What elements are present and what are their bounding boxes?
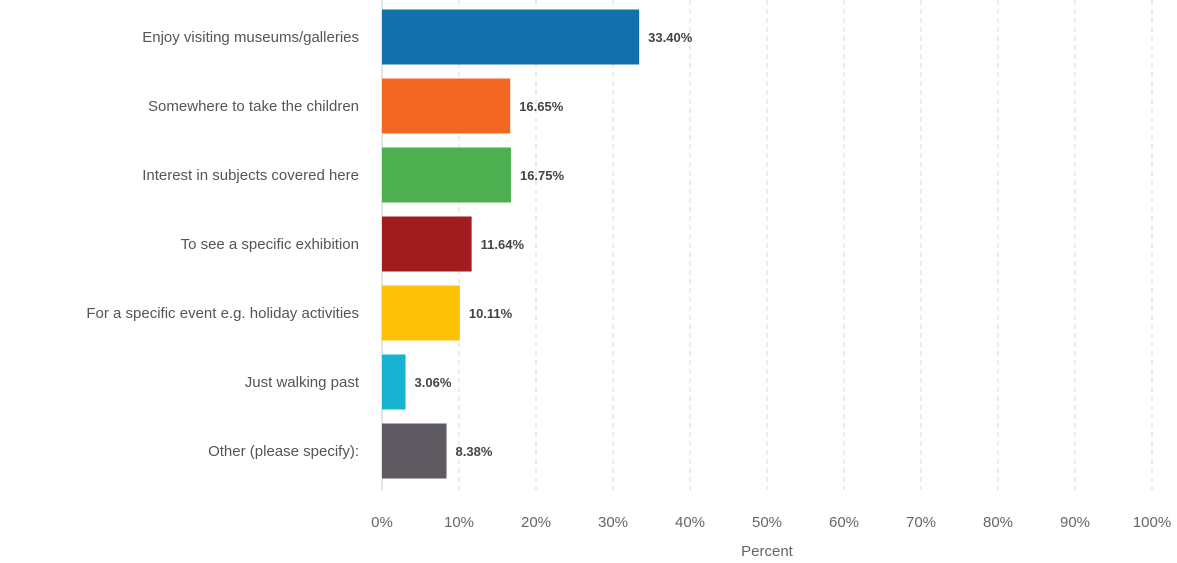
x-tick-label: 0% bbox=[371, 514, 393, 531]
category-label: Enjoy visiting museums/galleries bbox=[142, 29, 359, 46]
bar[interactable] bbox=[382, 216, 472, 272]
bar[interactable] bbox=[382, 423, 447, 479]
category-label: Just walking past bbox=[245, 374, 360, 391]
data-label: 3.06% bbox=[415, 375, 452, 390]
x-tick-label: 40% bbox=[675, 514, 705, 531]
data-label: 8.38% bbox=[456, 444, 493, 459]
bar[interactable] bbox=[382, 147, 511, 203]
category-label: For a specific event e.g. holiday activi… bbox=[86, 305, 359, 322]
category-label: Other (please specify): bbox=[208, 443, 359, 460]
x-tick-label: 10% bbox=[444, 514, 474, 531]
x-tick-label: 80% bbox=[983, 514, 1013, 531]
data-label: 16.75% bbox=[520, 168, 565, 183]
x-tick-label: 20% bbox=[521, 514, 551, 531]
data-label: 16.65% bbox=[519, 99, 564, 114]
category-label: Somewhere to take the children bbox=[148, 98, 359, 115]
x-axis-title: Percent bbox=[741, 543, 794, 560]
x-tick-label: 100% bbox=[1133, 514, 1171, 531]
data-label: 10.11% bbox=[469, 306, 513, 321]
data-label: 11.64% bbox=[481, 237, 525, 252]
bar[interactable] bbox=[382, 78, 511, 134]
bar[interactable] bbox=[382, 9, 640, 65]
category-label: To see a specific exhibition bbox=[181, 236, 359, 253]
x-tick-label: 30% bbox=[598, 514, 628, 531]
bar[interactable] bbox=[382, 285, 460, 341]
x-tick-label: 70% bbox=[906, 514, 936, 531]
bar[interactable] bbox=[382, 354, 406, 410]
x-tick-label: 50% bbox=[752, 514, 782, 531]
x-tick-label: 90% bbox=[1060, 514, 1090, 531]
x-tick-label: 60% bbox=[829, 514, 859, 531]
data-label: 33.40% bbox=[648, 30, 693, 45]
category-label: Interest in subjects covered here bbox=[142, 167, 359, 184]
